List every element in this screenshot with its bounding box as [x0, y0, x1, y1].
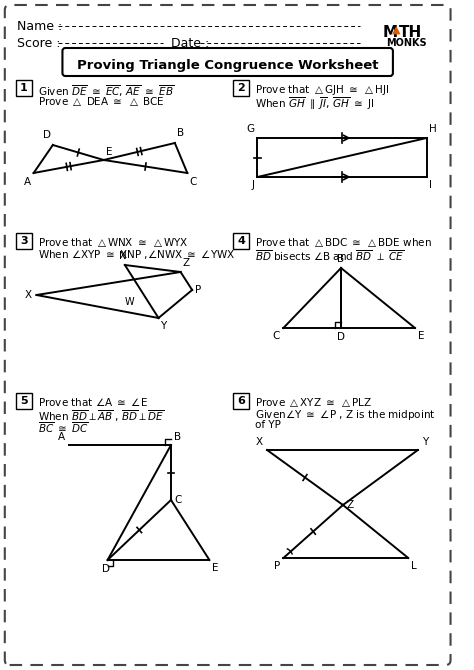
FancyBboxPatch shape	[5, 5, 451, 665]
Text: TH: TH	[399, 25, 422, 40]
Text: H: H	[429, 124, 437, 134]
Text: J: J	[252, 180, 255, 190]
FancyBboxPatch shape	[16, 233, 32, 249]
Text: Prove $\triangle$XYZ $\cong$ $\triangle$PLZ: Prove $\triangle$XYZ $\cong$ $\triangle$…	[255, 396, 372, 409]
FancyBboxPatch shape	[16, 80, 32, 96]
Text: When $\overline{GH}$ $\parallel$ $\overline{JI}$, $\overline{GH}$ $\cong$ JI: When $\overline{GH}$ $\parallel$ $\overl…	[255, 95, 374, 112]
Text: ▲: ▲	[392, 25, 401, 35]
Text: Prove that $\angle$A $\cong$ $\angle$E: Prove that $\angle$A $\cong$ $\angle$E	[38, 396, 148, 408]
Text: L: L	[411, 561, 417, 571]
FancyBboxPatch shape	[233, 233, 249, 249]
Text: When $\angle$XYP $\cong$ XNP ,$\angle$NWX $\cong$ $\angle$YWX: When $\angle$XYP $\cong$ XNP ,$\angle$NW…	[38, 248, 236, 261]
Text: C: C	[174, 495, 181, 505]
FancyBboxPatch shape	[233, 393, 249, 409]
Text: Date :: Date :	[171, 37, 209, 50]
Text: P: P	[195, 285, 201, 295]
FancyBboxPatch shape	[63, 48, 393, 76]
FancyBboxPatch shape	[233, 80, 249, 96]
Text: 1: 1	[20, 83, 28, 93]
Text: E: E	[418, 331, 424, 341]
Text: Proving Triangle Congruence Worksheet: Proving Triangle Congruence Worksheet	[77, 59, 378, 72]
Text: Prove that $\triangle$BDC $\cong$ $\triangle$BDE when: Prove that $\triangle$BDC $\cong$ $\tria…	[255, 236, 431, 249]
Text: 2: 2	[237, 83, 245, 93]
Text: Y: Y	[160, 321, 167, 331]
Text: Prove that $\triangle$WNX $\cong$ $\triangle$WYX: Prove that $\triangle$WNX $\cong$ $\tria…	[38, 236, 189, 249]
Text: B: B	[337, 254, 345, 264]
Text: A: A	[58, 432, 65, 442]
Text: 3: 3	[20, 236, 28, 246]
Text: Z: Z	[347, 500, 354, 510]
FancyBboxPatch shape	[16, 393, 32, 409]
Text: $\overline{BC}$ $\cong$ $\overline{DC}$: $\overline{BC}$ $\cong$ $\overline{DC}$	[38, 420, 90, 435]
Text: D: D	[337, 332, 345, 342]
Text: C: C	[272, 331, 280, 341]
Text: Prove $\triangle$ DEA $\cong$ $\triangle$ BCE: Prove $\triangle$ DEA $\cong$ $\triangle…	[38, 95, 165, 108]
Text: Score :: Score :	[17, 37, 61, 50]
Text: $\overline{BD}$ bisects $\angle$B and $\overline{BD}$ $\perp$ $\overline{CE}$: $\overline{BD}$ bisects $\angle$B and $\…	[255, 248, 404, 263]
Text: D: D	[101, 564, 109, 574]
Text: N: N	[119, 251, 127, 261]
Text: Prove that $\triangle$GJH $\cong$ $\triangle$HJI: Prove that $\triangle$GJH $\cong$ $\tria…	[255, 83, 389, 97]
Text: MONKS: MONKS	[386, 38, 427, 48]
Text: Given $\overline{DE}$ $\cong$ $\overline{EC}$, $\overline{AE}$ $\cong$ $\overlin: Given $\overline{DE}$ $\cong$ $\overline…	[38, 83, 175, 98]
Text: X: X	[25, 290, 32, 300]
Text: of YP: of YP	[255, 420, 281, 430]
Text: E: E	[106, 147, 112, 157]
Text: 4: 4	[237, 236, 245, 246]
Text: Given$\angle$Y $\cong$ $\angle$P , Z is the midpoint: Given$\angle$Y $\cong$ $\angle$P , Z is …	[255, 408, 435, 422]
Text: W: W	[125, 297, 135, 307]
Text: X: X	[256, 437, 263, 447]
Text: Y: Y	[422, 437, 428, 447]
Text: 5: 5	[20, 396, 28, 406]
Text: Name :: Name :	[17, 20, 63, 33]
Text: A: A	[24, 177, 31, 187]
Text: B: B	[177, 128, 184, 138]
Text: Z: Z	[182, 258, 190, 268]
Text: When $\overline{BD}$$\perp$$\overline{AB}$ , $\overline{BD}$$\perp$$\overline{DE: When $\overline{BD}$$\perp$$\overline{AB…	[38, 408, 165, 423]
Text: C: C	[189, 177, 197, 187]
Text: P: P	[274, 561, 281, 571]
Text: D: D	[43, 130, 51, 140]
Text: I: I	[429, 180, 432, 190]
Text: B: B	[174, 432, 181, 442]
Text: E: E	[212, 563, 219, 573]
Text: 6: 6	[237, 396, 245, 406]
Text: M: M	[383, 25, 398, 40]
Text: G: G	[246, 124, 255, 134]
